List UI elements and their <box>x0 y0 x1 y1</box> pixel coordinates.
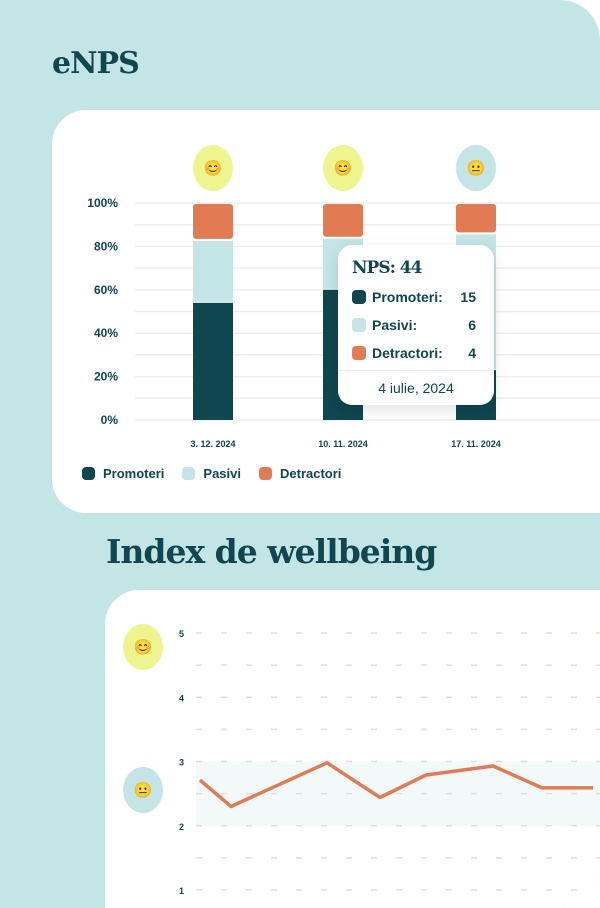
y-tick-label: 2 <box>179 822 184 832</box>
happy-face-icon: 😊 <box>193 145 233 191</box>
wellbeing-card <box>105 590 600 908</box>
y-tick-label: 1 <box>179 886 184 896</box>
happy-face-icon: 😊 <box>323 145 363 191</box>
bar-pasivi <box>193 240 233 302</box>
wellbeing-title: Index de wellbeing <box>106 532 437 571</box>
y-tick-label: 40% <box>94 326 118 340</box>
tooltip-date: 4 iulie, 2024 <box>338 370 494 396</box>
y-tick-label: 5 <box>179 629 184 639</box>
bar-detractori <box>193 204 233 239</box>
neutral-face-icon: 😐 <box>123 767 163 813</box>
y-tick-label: 100% <box>87 196 118 210</box>
y-tick-label: 80% <box>94 239 118 253</box>
bar-detractori <box>456 204 496 233</box>
tooltip-row-detractori: Detractori: 4 <box>352 345 476 361</box>
neutral-face-icon: 😐 <box>456 145 496 191</box>
legend-promoteri[interactable]: Promoteri <box>82 466 164 481</box>
chart-legend: Promoteri Pasivi Detractori <box>82 466 341 481</box>
wellbeing-line <box>198 761 593 809</box>
happy-face-icon: 😊 <box>123 624 163 670</box>
nps-tooltip: NPS: 44 Promoteri: 15 Pasivi: 6 Detractori… <box>338 245 494 405</box>
x-tick-label: 17. 11. 2024 <box>451 439 501 449</box>
tooltip-row-pasivi: Pasivi: 6 <box>352 317 476 333</box>
tooltip-row-promoteri: Promoteri: 15 <box>352 289 476 305</box>
y-tick-label: 0% <box>101 413 119 427</box>
legend-detractori[interactable]: Detractori <box>259 466 341 481</box>
legend-pasivi[interactable]: Pasivi <box>182 466 241 481</box>
y-tick-label: 20% <box>94 370 118 384</box>
x-tick-label: 3. 12. 2024 <box>190 439 235 449</box>
y-tick-label: 4 <box>179 693 184 703</box>
y-tick-label: 60% <box>94 283 118 297</box>
bar-promoteri <box>193 302 233 420</box>
y-tick-label: 3 <box>179 758 184 768</box>
enps-title: eNPS <box>52 46 140 81</box>
tooltip-title: NPS: 44 <box>352 258 422 278</box>
x-tick-label: 10. 11. 2024 <box>318 439 368 449</box>
bar-detractori <box>323 204 363 237</box>
